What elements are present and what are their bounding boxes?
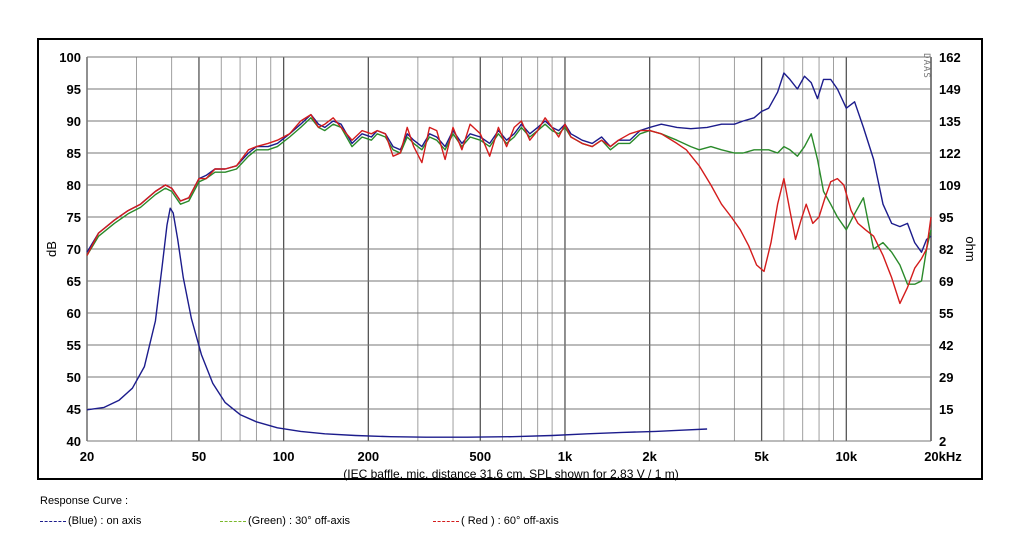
series-line-1 bbox=[86, 117, 932, 285]
watermark: DAAS bbox=[921, 53, 931, 79]
frequency-response-chart: 100 95 90 85 80 75 70 65 60 55 50 45 40 162 149 135 122… bbox=[44, 50, 978, 481]
legend-label-red: ( Red ) : 60° off-axis bbox=[461, 515, 559, 527]
x-tick-label: 10k bbox=[835, 449, 857, 464]
y2-tick-label: 122 bbox=[939, 146, 961, 161]
legend-swatch-red bbox=[433, 520, 459, 522]
x-tick-label: 1k bbox=[558, 449, 573, 464]
x-tick-label: 20kHz bbox=[924, 449, 962, 464]
legend-swatch-green bbox=[220, 520, 246, 522]
legend-item-red: ( Red ) : 60° off-axis bbox=[433, 515, 559, 527]
y2-tick-label: 109 bbox=[939, 178, 961, 193]
legend-label-blue: (Blue) : on axis bbox=[68, 515, 142, 527]
legend-label-green: (Green) : 30° off-axis bbox=[248, 515, 351, 527]
y2-tick-label: 2 bbox=[939, 434, 946, 449]
legend: Response Curve : (Blue) : on axis (Green… bbox=[40, 495, 1000, 545]
y2-tick-label: 69 bbox=[939, 274, 953, 289]
y-tick-label: 75 bbox=[67, 210, 81, 225]
y2-tick-label: 15 bbox=[939, 402, 953, 417]
y-tick-label: 85 bbox=[67, 146, 81, 161]
y2-tick-label: 149 bbox=[939, 82, 961, 97]
y-tick-label: 50 bbox=[67, 370, 81, 385]
curves bbox=[86, 72, 932, 438]
y-axis-left-ticks: 100 95 90 85 80 75 70 65 60 55 50 45 40 bbox=[59, 50, 81, 449]
y2-tick-label: 162 bbox=[939, 50, 961, 65]
y-tick-label: 95 bbox=[67, 82, 81, 97]
x-tick-label: 500 bbox=[469, 449, 491, 464]
y-tick-label: 65 bbox=[67, 274, 81, 289]
y-tick-label: 80 bbox=[67, 178, 81, 193]
legend-swatch-blue bbox=[40, 520, 66, 522]
legend-item-green: (Green) : 30° off-axis bbox=[220, 515, 350, 527]
x-tick-label: 2k bbox=[642, 449, 657, 464]
x-axis-ticks: 20 50 100 200 500 1k 2k 5k 10k 20kHz bbox=[80, 449, 963, 464]
series-line-3 bbox=[86, 207, 708, 438]
y2-tick-label: 82 bbox=[939, 242, 953, 257]
y2-axis-label: ohm bbox=[963, 236, 978, 261]
x-tick-label: 5k bbox=[754, 449, 769, 464]
y-tick-label: 90 bbox=[67, 114, 81, 129]
legend-item-blue: (Blue) : on axis bbox=[40, 515, 141, 527]
grid bbox=[86, 56, 932, 442]
y-tick-label: 100 bbox=[59, 50, 81, 65]
y2-tick-label: 29 bbox=[939, 370, 953, 385]
y-axis-right-ticks: 162 149 135 122 109 95 82 69 55 42 29 15 2 bbox=[939, 50, 961, 449]
y-tick-label: 70 bbox=[67, 242, 81, 257]
legend-title: Response Curve : bbox=[40, 495, 129, 507]
x-axis-label: (IEC baffle, mic. distance 31.6 cm, SPL … bbox=[343, 467, 678, 481]
y-tick-label: 60 bbox=[67, 306, 81, 321]
y2-tick-label: 135 bbox=[939, 114, 961, 129]
y-axis-label: dB bbox=[44, 241, 59, 257]
chart-frame bbox=[37, 38, 983, 480]
x-tick-label: 20 bbox=[80, 449, 94, 464]
x-tick-label: 100 bbox=[273, 449, 295, 464]
series-line-0 bbox=[86, 72, 932, 253]
y-tick-label: 55 bbox=[67, 338, 81, 353]
y2-tick-label: 42 bbox=[939, 338, 953, 353]
y2-tick-label: 55 bbox=[939, 306, 953, 321]
x-tick-label: 50 bbox=[192, 449, 206, 464]
x-tick-label: 200 bbox=[357, 449, 379, 464]
y-tick-label: 45 bbox=[67, 402, 81, 417]
y-tick-label: 40 bbox=[67, 434, 81, 449]
series-line-2 bbox=[86, 113, 932, 305]
y2-tick-label: 95 bbox=[939, 210, 953, 225]
